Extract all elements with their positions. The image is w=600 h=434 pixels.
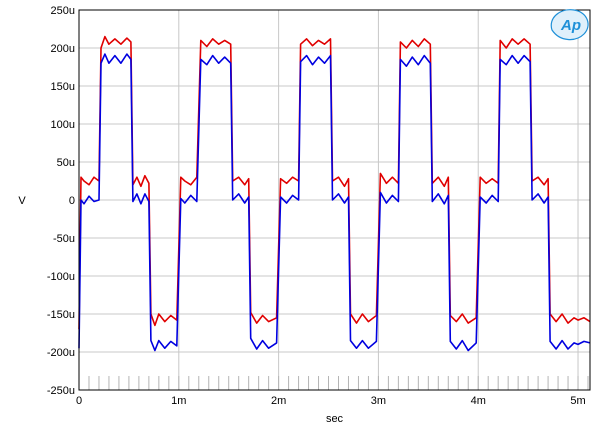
x-tick-label: 4m: [471, 395, 486, 407]
x-tick-label: 1m: [171, 395, 186, 407]
y-tick-label: -200u: [47, 347, 75, 359]
y-tick-label: -250u: [47, 385, 75, 397]
series-line-0: [78, 35, 591, 330]
y-tick-label: 50u: [57, 157, 75, 169]
y-tick-label: 150u: [51, 81, 75, 93]
x-tick-label: 2m: [271, 395, 286, 407]
y-tick-label: -150u: [47, 309, 75, 321]
y-axis-title: V: [18, 195, 26, 207]
y-tick-label: 200u: [51, 43, 75, 55]
y-tick-label: -50u: [53, 233, 75, 245]
x-tick-label: 0: [76, 395, 82, 407]
ap-logo-icon: Ap: [550, 9, 589, 41]
series-lines: [78, 35, 591, 352]
y-tick-labels: 250u 200u 150u 100u 50u 0 -50u -100u -150u -200u -…: [47, 5, 75, 397]
y-tick-label: -100u: [47, 271, 75, 283]
series-line-1: [78, 53, 591, 352]
x-tick-label: 5m: [570, 395, 585, 407]
x-tick-label: 3m: [371, 395, 386, 407]
plot-frame: [78, 9, 591, 391]
y-tick-label: 0: [69, 195, 75, 207]
y-tick-label: 100u: [51, 119, 75, 131]
x-axis-title: sec: [326, 413, 344, 425]
x-tick-labels: 0 1m 2m 3m 4m 5m: [76, 395, 586, 407]
y-tick-label: 250u: [51, 5, 75, 17]
grid-lines: [79, 10, 590, 390]
logo-text: Ap: [560, 17, 581, 34]
